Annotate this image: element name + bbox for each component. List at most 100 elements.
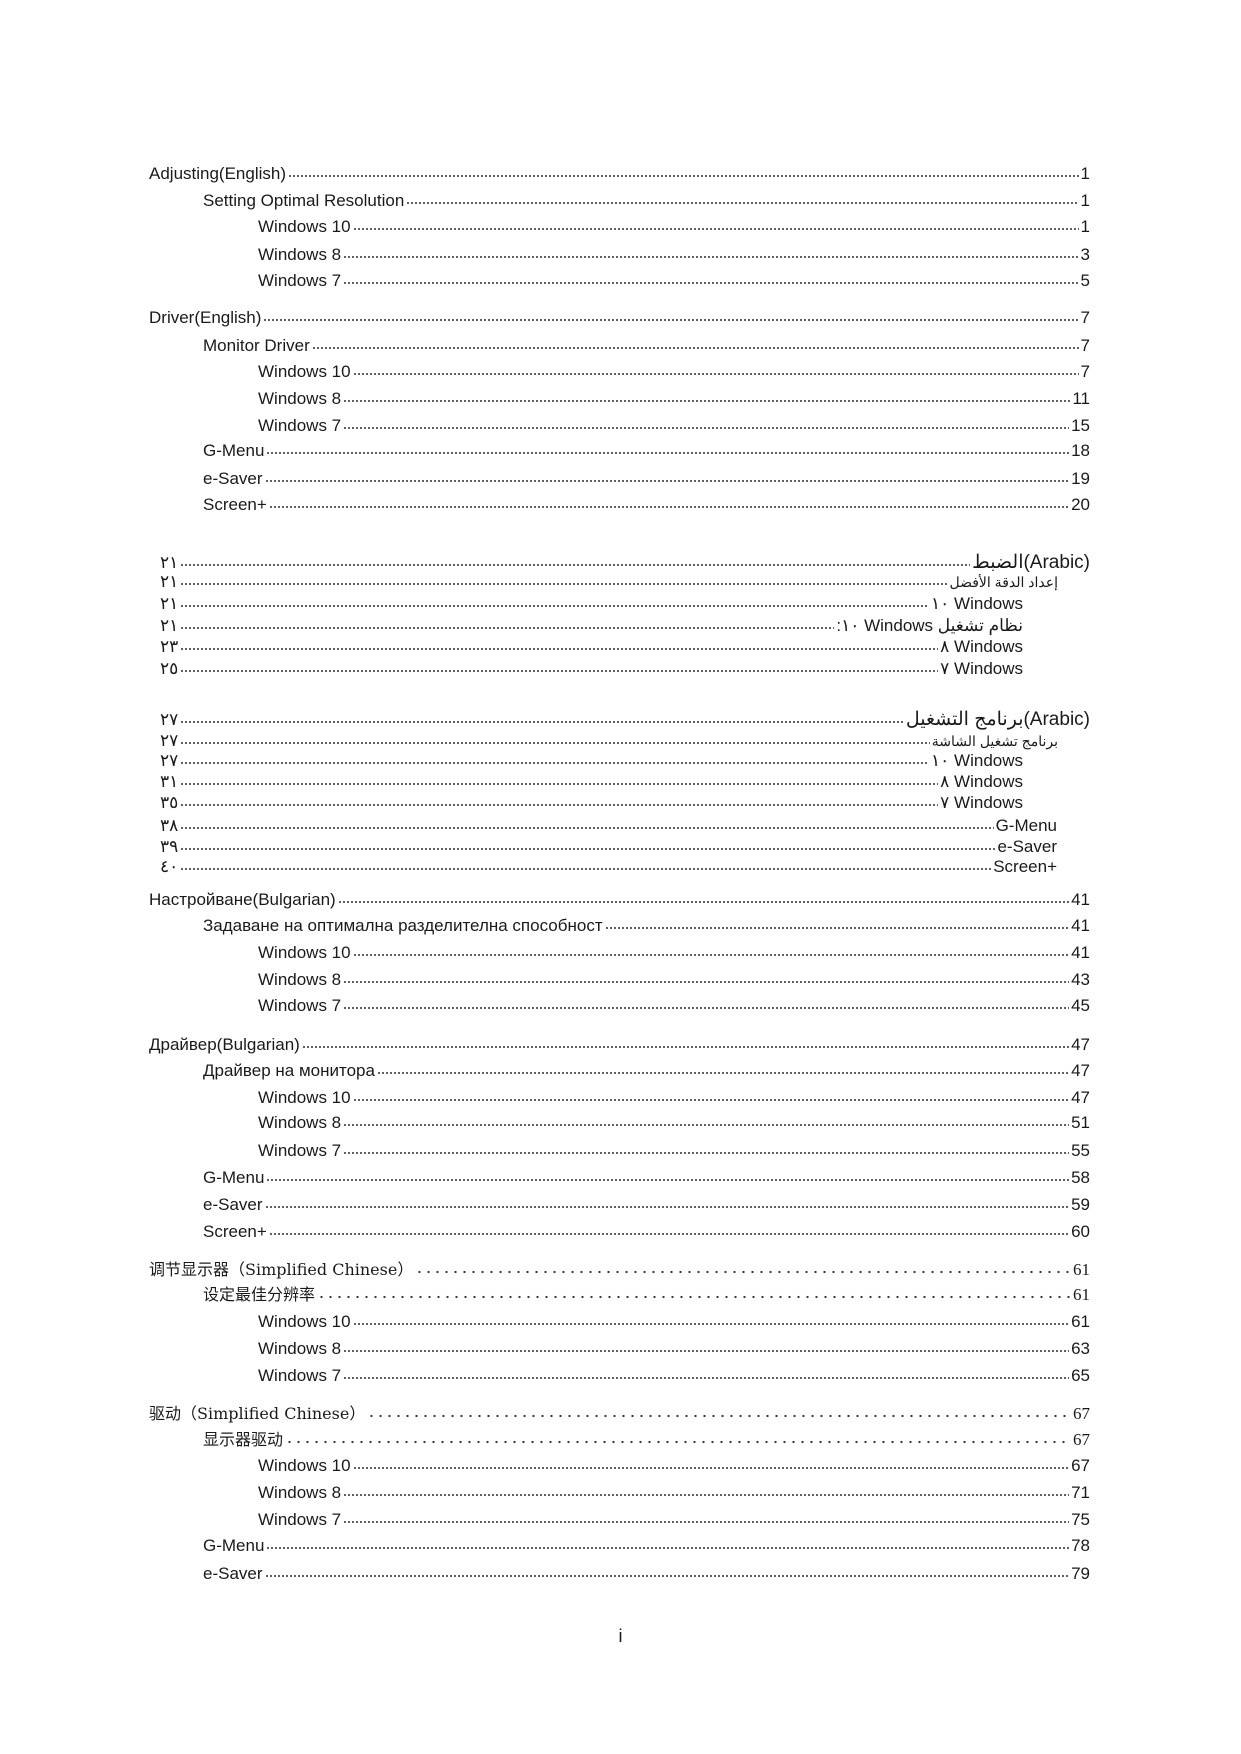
toc-entry[interactable]: ٤٠ Screen+	[160, 852, 1057, 877]
toc-entry[interactable]: 设定最佳分辨率 61	[203, 1280, 1090, 1305]
toc-entry[interactable]: e-Saver 19	[203, 464, 1090, 489]
toc-entry[interactable]: G-Menu 78	[203, 1531, 1090, 1556]
toc-entry-page: 7	[1080, 336, 1090, 355]
dot-leader	[343, 1361, 1070, 1381]
toc-entry[interactable]: Windows 10 1	[258, 212, 1090, 237]
toc-entry[interactable]: Windows 10 67	[258, 1451, 1090, 1476]
toc-entry[interactable]: Windows 8 3	[258, 240, 1090, 265]
toc-entry[interactable]: Задаване на оптимална разделителна спосо…	[203, 911, 1090, 936]
toc-entry[interactable]: ٣٥ ٧ Windows	[160, 788, 1023, 813]
toc-entry-title: Windows 10	[258, 362, 351, 381]
toc-entry-title: Windows 8	[258, 1483, 342, 1502]
toc-entry-page: ٢١	[160, 553, 179, 572]
dot-leader	[180, 567, 948, 587]
toc-entry[interactable]: Windows 10 7	[258, 357, 1090, 382]
toc-entry[interactable]: ٢٥ ٧ Windows	[160, 654, 1023, 679]
toc-entry[interactable]: Настройване(Bulgarian) 41	[149, 885, 1090, 910]
toc-entry-page: ٢١	[160, 594, 179, 613]
toc-entry[interactable]: ٣٨ G-Menu	[160, 811, 1057, 836]
toc-entry[interactable]: ٣٩ e-Saver	[160, 832, 1057, 857]
toc-entry[interactable]: Windows 7 45	[258, 991, 1090, 1016]
toc-entry-title: Настройване(Bulgarian)	[149, 890, 336, 909]
toc-entry[interactable]: Setting Optimal Resolution 1	[203, 186, 1090, 211]
toc-entry-title: e-Saver	[203, 1195, 263, 1214]
toc-entry-title: Windows 10	[258, 1088, 351, 1107]
toc-entry[interactable]: ٢١:١٠ Windows نظام تشغيل	[160, 611, 1023, 636]
dot-leader	[180, 654, 939, 674]
toc-entry-title: Adjusting(English)	[149, 164, 287, 183]
toc-entry[interactable]: ٢٧ برنامج تشغيل الشاشة	[160, 726, 1058, 751]
toc-entry[interactable]: ٢٧ برنامج التشغيل(Arabic)	[160, 705, 1090, 730]
toc-entry-title: ٧ Windows	[940, 659, 1023, 678]
toc-entry[interactable]: Screen+ 20	[203, 490, 1090, 515]
toc-entry-page: 67	[1073, 1430, 1090, 1449]
dot-leader	[343, 965, 1070, 985]
toc-entry[interactable]: ٢٧ ١٠ Windows	[160, 746, 1023, 771]
toc-entry-page: ٢١	[160, 572, 179, 591]
dot-leader	[343, 1478, 1070, 1498]
toc-entry-title: Windows 8	[258, 389, 342, 408]
dot-leader	[343, 411, 1070, 431]
dot-leader	[180, 767, 939, 787]
dot-leader	[343, 1505, 1070, 1525]
toc-entry[interactable]: G-Menu 18	[203, 436, 1090, 461]
toc-entry[interactable]: Windows 8 11	[258, 384, 1090, 409]
dot-leader	[263, 303, 1079, 323]
toc-entry[interactable]: ٢١ ١٠ Windows	[160, 589, 1023, 614]
toc-entry-title: Windows 10	[258, 1456, 351, 1475]
toc-entry[interactable]: ٢١ الضبط(Arabic)	[160, 548, 1090, 573]
toc-entry-title: ٧ Windows	[940, 793, 1023, 812]
toc-entry-title: Windows 8	[258, 1339, 342, 1358]
toc-entry-title: Windows 8	[258, 245, 342, 264]
toc-entry[interactable]: Windows 8 63	[258, 1334, 1090, 1359]
toc-entry[interactable]: 驱动（Simplified Chinese） 67	[149, 1399, 1090, 1424]
dot-leader	[343, 1108, 1070, 1128]
toc-entry-page: ٢٥	[160, 659, 179, 678]
dot-leader	[266, 1163, 1070, 1183]
toc-entry[interactable]: Windows 10 47	[258, 1083, 1090, 1108]
toc-entry[interactable]: e-Saver 79	[203, 1559, 1090, 1584]
toc-entry-title: ٨ Windows	[940, 772, 1023, 791]
toc-entry-title: برنامج تشغيل الشاشة	[931, 733, 1058, 749]
toc-entry-title: إعداد الدقة الأفضل	[949, 574, 1058, 590]
toc-entry[interactable]: ٣١ ٨ Windows	[160, 767, 1023, 792]
dot-leader	[352, 212, 1079, 232]
toc-entry-title: e-Saver	[997, 837, 1057, 856]
toc-entry[interactable]: 显示器驱动 67	[203, 1425, 1090, 1450]
dot-leader	[180, 832, 996, 852]
toc-entry[interactable]: Windows 7 15	[258, 411, 1090, 436]
toc-entry[interactable]: Adjusting(English) 1	[149, 159, 1090, 184]
toc-entry[interactable]: ٢١ إعداد الدقة الأفضل	[160, 567, 1058, 592]
toc-entry-page: 3	[1080, 245, 1090, 264]
toc-entry[interactable]: Windows 7 5	[258, 266, 1090, 291]
toc-entry-title: 显示器驱动	[203, 1430, 284, 1449]
toc-entry[interactable]: e-Saver 59	[203, 1190, 1090, 1215]
toc-entry[interactable]: Windows 8 71	[258, 1478, 1090, 1503]
toc-entry-title: الضبط(Arabic)	[972, 552, 1090, 573]
toc-entry[interactable]: Драйвер на монитора 47	[203, 1056, 1090, 1081]
dot-leader	[180, 589, 930, 609]
toc-entry-page: ٢٧	[160, 710, 179, 729]
toc-entry[interactable]: Windows 7 55	[258, 1136, 1090, 1161]
toc-entry-page: 1	[1080, 164, 1090, 183]
toc-entry[interactable]: Monitor Driver 7	[203, 331, 1090, 356]
toc-entry-title: G-Menu	[203, 441, 265, 460]
toc-entry[interactable]: G-Menu 58	[203, 1163, 1090, 1188]
toc-entry[interactable]: 调节显示器（Simplified Chinese） 61	[149, 1255, 1090, 1280]
toc-entry[interactable]: Windows 8 51	[258, 1108, 1090, 1133]
dot-leader	[180, 788, 939, 808]
toc-entry[interactable]: Windows 7 65	[258, 1361, 1090, 1386]
toc-entry[interactable]: Driver(English) 7	[149, 303, 1090, 328]
toc-entry[interactable]: Windows 10 61	[258, 1307, 1090, 1332]
dot-leader	[343, 266, 1079, 286]
toc-entry[interactable]: Драйвер(Bulgarian) 47	[149, 1030, 1090, 1055]
toc-entry-page: 1	[1080, 191, 1090, 210]
toc-entry[interactable]: Screen+ 60	[203, 1217, 1090, 1242]
toc-entry-page: 67	[1073, 1404, 1090, 1423]
toc-entry[interactable]: Windows 7 75	[258, 1505, 1090, 1530]
toc-entry[interactable]: ٢٣ ٨ Windows	[160, 632, 1023, 657]
toc-entry-page: 7	[1080, 308, 1090, 327]
toc-entry[interactable]: Windows 8 43	[258, 965, 1090, 990]
dot-leader	[285, 1425, 1071, 1445]
toc-entry[interactable]: Windows 10 41	[258, 938, 1090, 963]
